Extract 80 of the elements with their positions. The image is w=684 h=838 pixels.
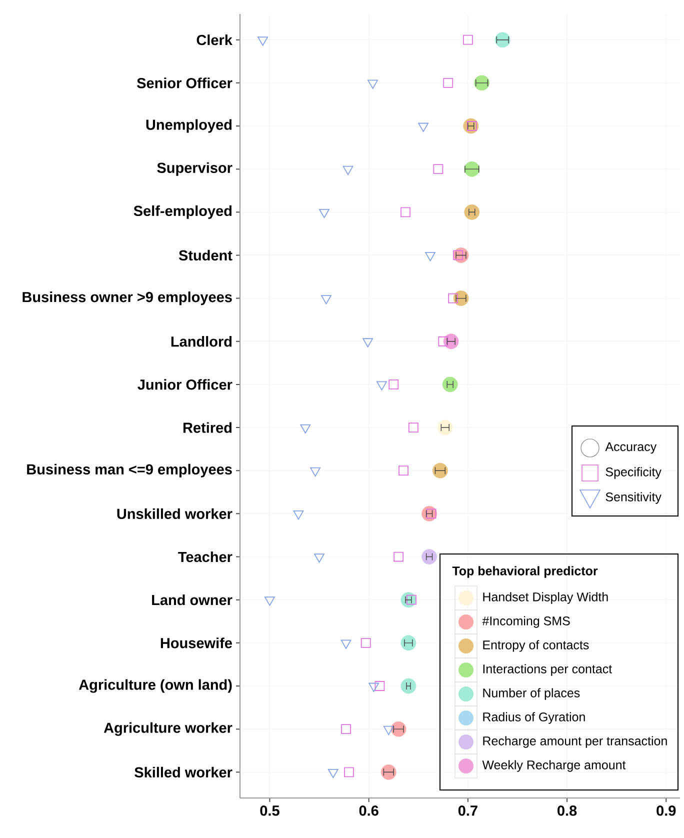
y-tick-label: Self-employed <box>134 205 232 219</box>
legend-label: Handset Display Width <box>483 592 608 604</box>
point <box>258 36 268 46</box>
point <box>448 293 458 304</box>
point <box>314 554 324 563</box>
point <box>408 422 418 432</box>
point <box>310 467 321 477</box>
x-tick-label: 0.8 <box>558 806 577 816</box>
point <box>432 462 448 478</box>
legend-label: Interactions per contact <box>483 664 612 676</box>
legend-label: Radius of Gyration <box>483 712 585 724</box>
y-tick-label: Business man <=9 employees <box>27 464 232 478</box>
y-tick-label: Agriculture worker <box>104 722 232 736</box>
point <box>362 338 374 348</box>
y-tick-label: Teacher <box>178 551 232 562</box>
legend-title: Top behavioral predictor <box>452 566 598 578</box>
point <box>443 334 459 350</box>
point <box>398 466 408 476</box>
y-tick-label: Business owner >9 employees <box>22 292 232 306</box>
legend-label: Specificity <box>606 467 662 479</box>
point <box>344 767 354 778</box>
y-tick-label: Unemployed <box>146 119 232 133</box>
point <box>422 549 437 564</box>
point <box>293 510 304 520</box>
point <box>400 678 416 694</box>
x-tick-label: 0.6 <box>359 806 378 816</box>
x-tick-label: 0.9 <box>656 806 676 816</box>
x-tick-label: 0.5 <box>260 806 280 816</box>
point <box>442 376 458 392</box>
y-tick-label: Unskilled worker <box>117 508 232 520</box>
point <box>341 724 351 734</box>
y-tick-label: Supervisor <box>157 162 232 176</box>
y-tick-label: Clerk <box>196 34 232 46</box>
x-tick-label: 0.7 <box>458 806 478 816</box>
point <box>321 295 332 304</box>
point <box>374 681 385 691</box>
y-tick-label: Junior Officer <box>138 379 232 390</box>
point <box>418 122 429 132</box>
legend-label: Sensitivity <box>606 492 662 504</box>
point <box>264 596 275 606</box>
point <box>376 381 387 390</box>
point <box>368 80 378 89</box>
point <box>390 721 406 737</box>
point <box>328 768 338 778</box>
point <box>394 552 404 562</box>
point <box>438 336 448 346</box>
point <box>425 252 436 262</box>
point <box>319 208 330 218</box>
point <box>443 78 454 88</box>
y-tick-label: Housewife <box>160 638 232 648</box>
y-tick-label: Skilled worker <box>134 766 232 778</box>
point <box>380 764 396 780</box>
point <box>462 34 473 45</box>
y-tick-label: Senior Officer <box>137 78 232 88</box>
point <box>342 166 354 176</box>
point <box>388 380 399 390</box>
y-tick-label: Land owner <box>152 594 232 606</box>
point <box>494 32 510 48</box>
point <box>453 248 469 263</box>
annotation: Accuracy <box>605 442 657 454</box>
point <box>368 682 379 692</box>
point <box>400 635 416 651</box>
point <box>464 204 480 220</box>
legend-label: Weekly Recharge amount <box>482 760 626 772</box>
y-tick-label: Landlord <box>171 336 232 347</box>
legend-label: Recharge amount per transaction <box>483 736 667 748</box>
point <box>383 726 394 736</box>
point <box>340 640 352 649</box>
legend-label: #Incoming SMS <box>482 616 570 628</box>
point <box>300 424 311 434</box>
y-tick-label: Student <box>178 250 232 261</box>
point <box>453 290 469 306</box>
y-tick-label: Agriculture (own land) <box>78 679 232 693</box>
point <box>437 420 453 436</box>
y-tick-label: Retired <box>183 422 232 433</box>
point <box>400 207 410 218</box>
point <box>360 638 371 648</box>
point <box>433 164 444 174</box>
legend-label: Number of places <box>483 688 580 700</box>
legend-label: Entropy of contacts <box>483 640 589 652</box>
